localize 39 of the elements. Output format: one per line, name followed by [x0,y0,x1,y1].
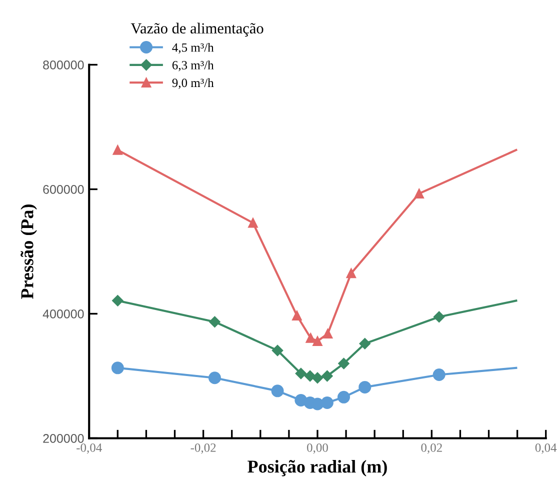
point [312,372,324,384]
point [208,372,221,384]
x-tick-label: 0,02 [421,443,442,454]
y-tick-label: 800000 [43,60,84,70]
point [322,370,333,382]
point [433,311,445,322]
x-tick-label: 0,00 [307,443,328,454]
x-tick-label: -0,02 [190,443,216,454]
legend-title: Vazão de alimentação [130,22,264,37]
point [248,218,258,228]
point [112,145,123,155]
y-tick-label: 600000 [43,185,84,194]
point [346,268,356,278]
point [320,396,334,410]
legend-label: 9,0 m³/h [172,78,214,89]
point [358,380,372,394]
point [111,362,124,374]
x-tick-label: 0,04 [535,443,557,454]
point [306,333,316,343]
x-tick-label: -0,04 [76,443,102,454]
y-axis-title: Pressão (Pa) [20,204,37,299]
y-tick-label: 200000 [43,434,84,443]
y-tick-label: 400000 [42,310,84,318]
point [322,328,333,339]
point [312,336,322,346]
x-axis-title: Posição radial (m) [248,460,387,476]
point [338,358,350,370]
point [359,338,370,350]
point [112,295,124,306]
point [272,344,284,356]
legend-label: 6,3 m³/h [172,60,214,72]
point [271,384,284,398]
point [432,368,446,381]
legend-label: 4,5 m³/h [172,42,214,54]
point [414,188,424,198]
point [338,390,350,404]
point [209,316,220,328]
point [292,310,302,320]
point [295,368,307,380]
